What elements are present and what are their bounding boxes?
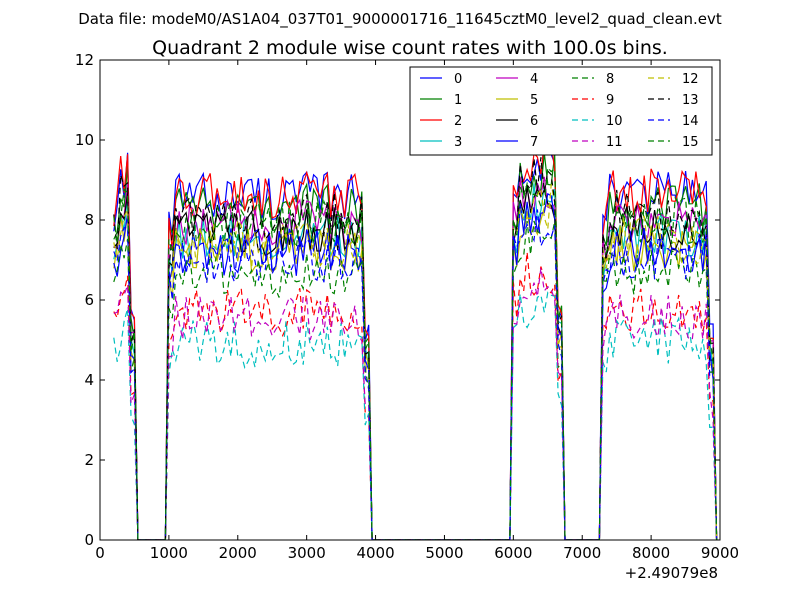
chart-suptitle: Data file: modeM0/AS1A04_037T01_90000017… <box>78 10 722 29</box>
legend-box <box>409 66 713 156</box>
series-line-8 <box>113 220 718 540</box>
legend-label-10: 10 <box>606 114 623 129</box>
y-tick-label: 10 <box>75 131 94 149</box>
legend-label-8: 8 <box>606 72 614 87</box>
x-tick-label: 5000 <box>425 544 463 562</box>
x-tick-label: 2000 <box>219 544 257 562</box>
series-line-13 <box>113 157 718 540</box>
y-tick-label: 2 <box>84 451 94 469</box>
series-line-2 <box>113 142 718 540</box>
x-tick-label: 3000 <box>288 544 326 562</box>
series-line-11 <box>113 267 718 540</box>
x-tick-label: 6000 <box>494 544 532 562</box>
x-tick-label: 4000 <box>356 544 394 562</box>
legend-label-14: 14 <box>682 114 699 129</box>
y-tick-label: 12 <box>75 51 94 69</box>
legend-label-0: 0 <box>454 72 462 87</box>
chart-title: Quadrant 2 module wise count rates with … <box>152 37 668 59</box>
y-tick-label: 8 <box>84 211 94 229</box>
legend-label-12: 12 <box>682 72 699 87</box>
y-tick-label: 6 <box>84 291 94 309</box>
x-tick-label: 1000 <box>150 544 188 562</box>
legend-label-1: 1 <box>454 93 462 108</box>
legend-label-2: 2 <box>454 114 462 129</box>
legend-label-13: 13 <box>682 93 699 108</box>
series-line-7 <box>113 192 718 540</box>
series-line-15 <box>113 166 718 540</box>
legend-label-4: 4 <box>530 72 538 87</box>
legend-label-7: 7 <box>530 135 538 150</box>
legend-label-6: 6 <box>530 114 538 129</box>
x-tick-label: 8000 <box>632 544 670 562</box>
x-axis: 0 1000 2000 3000 4000 5000 6000 7000 8000 9000 <box>95 60 739 562</box>
x-tick-label: 7000 <box>563 544 601 562</box>
y-tick-label: 4 <box>84 371 94 389</box>
legend-label-9: 9 <box>606 93 614 108</box>
y-tick-label: 0 <box>84 531 94 549</box>
legend-label-5: 5 <box>530 93 538 108</box>
series-layer <box>113 138 718 540</box>
x-tick-label: 0 <box>95 544 105 562</box>
x-tick-label: 9000 <box>701 544 739 562</box>
series-line-14 <box>113 209 718 540</box>
x-offset-label: +2.49079e8 <box>625 564 718 582</box>
legend-label-3: 3 <box>454 135 462 150</box>
series-line-9 <box>113 252 718 540</box>
legend-label-15: 15 <box>682 135 699 150</box>
series-line-5 <box>113 204 718 540</box>
legend-label-11: 11 <box>606 135 623 150</box>
